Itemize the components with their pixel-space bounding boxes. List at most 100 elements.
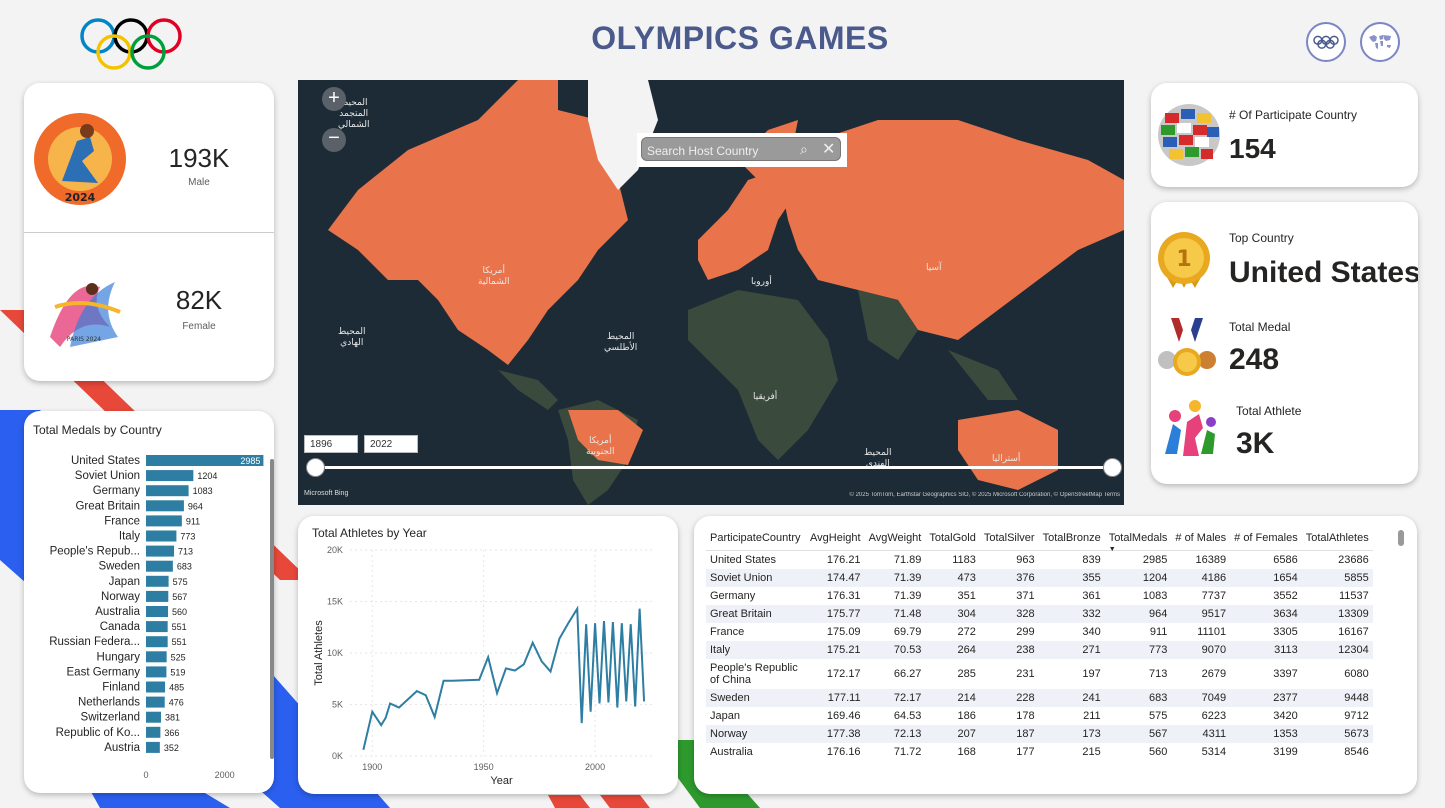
table-row[interactable]: United States 176.21 71.89 1183 963 839 2985 16… bbox=[706, 551, 1373, 570]
search-box: Search Host Country ⌕ ✕ bbox=[637, 133, 847, 167]
table-header-cell[interactable]: TotalSilver bbox=[979, 526, 1039, 551]
gold-medal-icon: 1 bbox=[1158, 232, 1210, 288]
medal-bar[interactable] bbox=[146, 711, 161, 723]
medal-bar[interactable] bbox=[146, 485, 189, 497]
medal-bar[interactable] bbox=[146, 530, 177, 542]
table-row[interactable]: Great Britain 175.77 71.48 304 328 332 964 9517… bbox=[706, 605, 1373, 623]
bar-category-label: Sweden bbox=[98, 561, 140, 573]
bar-category-label: United States bbox=[71, 455, 140, 467]
map-label-europe: أوروبا bbox=[751, 277, 772, 287]
table-cell: 271 bbox=[1038, 641, 1105, 659]
bar-category-label: France bbox=[104, 515, 140, 527]
medal-bar[interactable] bbox=[146, 621, 168, 633]
table-scroll[interactable]: ParticipateCountry AvgHeight AvgWeight Tota… bbox=[706, 526, 1394, 774]
year-start-input[interactable]: 1896 bbox=[304, 435, 358, 453]
table-row[interactable]: Sweden 177.11 72.17 214 228 241 683 7049 2377 944… bbox=[706, 689, 1373, 707]
bar-category-label: Canada bbox=[100, 621, 141, 633]
medal-bar[interactable] bbox=[146, 545, 175, 557]
close-icon[interactable]: ✕ bbox=[822, 141, 836, 158]
world-map-nav-button[interactable] bbox=[1360, 22, 1400, 62]
map-label-africa: أفريقيا bbox=[753, 392, 778, 402]
bar-category-label: Great Britain bbox=[75, 500, 140, 512]
bar-value-label: 713 bbox=[178, 547, 193, 557]
table-row[interactable]: France 175.09 69.79 272 299 340 911 11101 3305 16… bbox=[706, 623, 1373, 641]
scrollbar[interactable] bbox=[270, 459, 274, 759]
medal-bar[interactable] bbox=[146, 515, 182, 527]
bar-category-label: Finland bbox=[102, 682, 140, 694]
table-row[interactable]: Italy 175.21 70.53 264 238 271 773 9070 3113 1230… bbox=[706, 641, 1373, 659]
medal-bar[interactable] bbox=[146, 500, 184, 512]
table-scrollbar[interactable] bbox=[1398, 530, 1404, 546]
table-row[interactable]: Soviet Union 174.47 71.39 473 376 355 1204 4186… bbox=[706, 569, 1373, 587]
table-cell: 207 bbox=[925, 725, 980, 743]
table-header-cell[interactable]: # of Males bbox=[1171, 526, 1231, 551]
table-row[interactable]: Australia 176.16 71.72 168 177 215 560 5314 3199… bbox=[706, 743, 1373, 761]
bar-value-label: 1083 bbox=[193, 486, 213, 496]
medal-bar[interactable] bbox=[146, 560, 173, 572]
table-header-cell[interactable]: # of Females bbox=[1230, 526, 1302, 551]
medal-bar[interactable] bbox=[146, 726, 161, 738]
medal-bar[interactable] bbox=[146, 666, 167, 678]
olympic-rings-icon bbox=[1313, 35, 1339, 49]
year-end-input[interactable]: 2022 bbox=[364, 435, 418, 453]
table-row[interactable]: Germany 176.31 71.39 351 371 361 1083 7737 3552 1… bbox=[706, 587, 1373, 605]
search-input[interactable]: Search Host Country ⌕ ✕ bbox=[641, 137, 841, 161]
medal-bar[interactable] bbox=[146, 606, 169, 617]
search-placeholder: Search Host Country bbox=[647, 144, 759, 158]
table-cell: 11537 bbox=[1338, 590, 1369, 602]
table-header-cell[interactable]: TotalBronze bbox=[1038, 526, 1105, 551]
table-cell: 169.46 bbox=[826, 710, 861, 722]
bar-value-label: 964 bbox=[188, 501, 203, 511]
table-cell: 4311 bbox=[1171, 725, 1231, 743]
table-cell: 186 bbox=[957, 710, 976, 722]
country-table-card: ParticipateCountry AvgHeight AvgWeight Tota… bbox=[694, 516, 1417, 794]
table-cell: Germany bbox=[710, 590, 756, 602]
zoom-in-button[interactable]: + bbox=[322, 87, 346, 111]
table-header-cell[interactable]: AvgWeight bbox=[864, 526, 926, 551]
table-cell: 1353 bbox=[1230, 725, 1302, 743]
olympic-rings-nav-button[interactable] bbox=[1306, 22, 1346, 62]
medal-bar[interactable] bbox=[146, 741, 160, 753]
table-cell: 328 bbox=[979, 605, 1039, 623]
medal-bar[interactable] bbox=[146, 470, 194, 482]
table-cell: 228 bbox=[979, 689, 1039, 707]
female-count: 82K bbox=[175, 285, 223, 315]
medal-bar[interactable] bbox=[146, 590, 169, 602]
medal-bar[interactable] bbox=[146, 696, 165, 708]
table-header-cell[interactable]: AvgHeight bbox=[806, 526, 865, 551]
table-header-cell[interactable]: TotalAthletes bbox=[1301, 526, 1373, 551]
search-icon[interactable]: ⌕ bbox=[800, 141, 808, 157]
table-cell: 72.13 bbox=[864, 725, 926, 743]
table-cell: 2679 bbox=[1201, 668, 1227, 680]
table-cell: 5673 bbox=[1301, 725, 1373, 743]
bar-value-label: 560 bbox=[172, 607, 187, 617]
table-row[interactable]: People's Republic of China 172.17 66.27 285… bbox=[706, 659, 1373, 689]
medal-bar[interactable] bbox=[146, 651, 167, 663]
zoom-out-button[interactable]: − bbox=[322, 128, 346, 152]
year-slider-track[interactable] bbox=[315, 466, 1111, 469]
year-slider-end-handle[interactable] bbox=[1103, 458, 1122, 477]
table-row[interactable]: Japan 169.46 64.53 186 178 211 575 6223 3420 9712 bbox=[706, 707, 1373, 725]
table-cell: 211 bbox=[1083, 710, 1101, 722]
table-cell: 12304 bbox=[1301, 641, 1373, 659]
table-row[interactable]: Norway 177.38 72.13 207 187 173 567 4311 1353 567… bbox=[706, 725, 1373, 743]
table-header-cell[interactable]: TotalMedals ▼ bbox=[1104, 526, 1172, 553]
table-header-cell[interactable]: TotalGold bbox=[925, 526, 980, 551]
year-slider-start-handle[interactable] bbox=[306, 458, 325, 477]
medal-bar[interactable] bbox=[146, 681, 166, 693]
medal-bar[interactable] bbox=[146, 455, 264, 466]
athletes-series-line[interactable] bbox=[362, 605, 646, 751]
bar-value-label: 551 bbox=[172, 637, 187, 647]
table-cell: 9070 bbox=[1171, 641, 1231, 659]
bar-category-label: Norway bbox=[101, 591, 140, 603]
table-cell: 264 bbox=[925, 641, 980, 659]
table-cell: 683 bbox=[1104, 689, 1172, 707]
table-header-cell[interactable]: ParticipateCountry bbox=[706, 526, 806, 551]
table-cell: 187 bbox=[979, 725, 1039, 743]
host-country-map[interactable]: المحيط المتجمد الشمالي أمريكا الشمالية ا… bbox=[298, 80, 1124, 505]
table-cell: 7049 bbox=[1171, 689, 1231, 707]
table-cell: 16389 bbox=[1195, 554, 1227, 566]
table-cell: 71.48 bbox=[864, 605, 926, 623]
medal-bar[interactable] bbox=[146, 575, 169, 587]
medal-bar[interactable] bbox=[146, 636, 168, 648]
